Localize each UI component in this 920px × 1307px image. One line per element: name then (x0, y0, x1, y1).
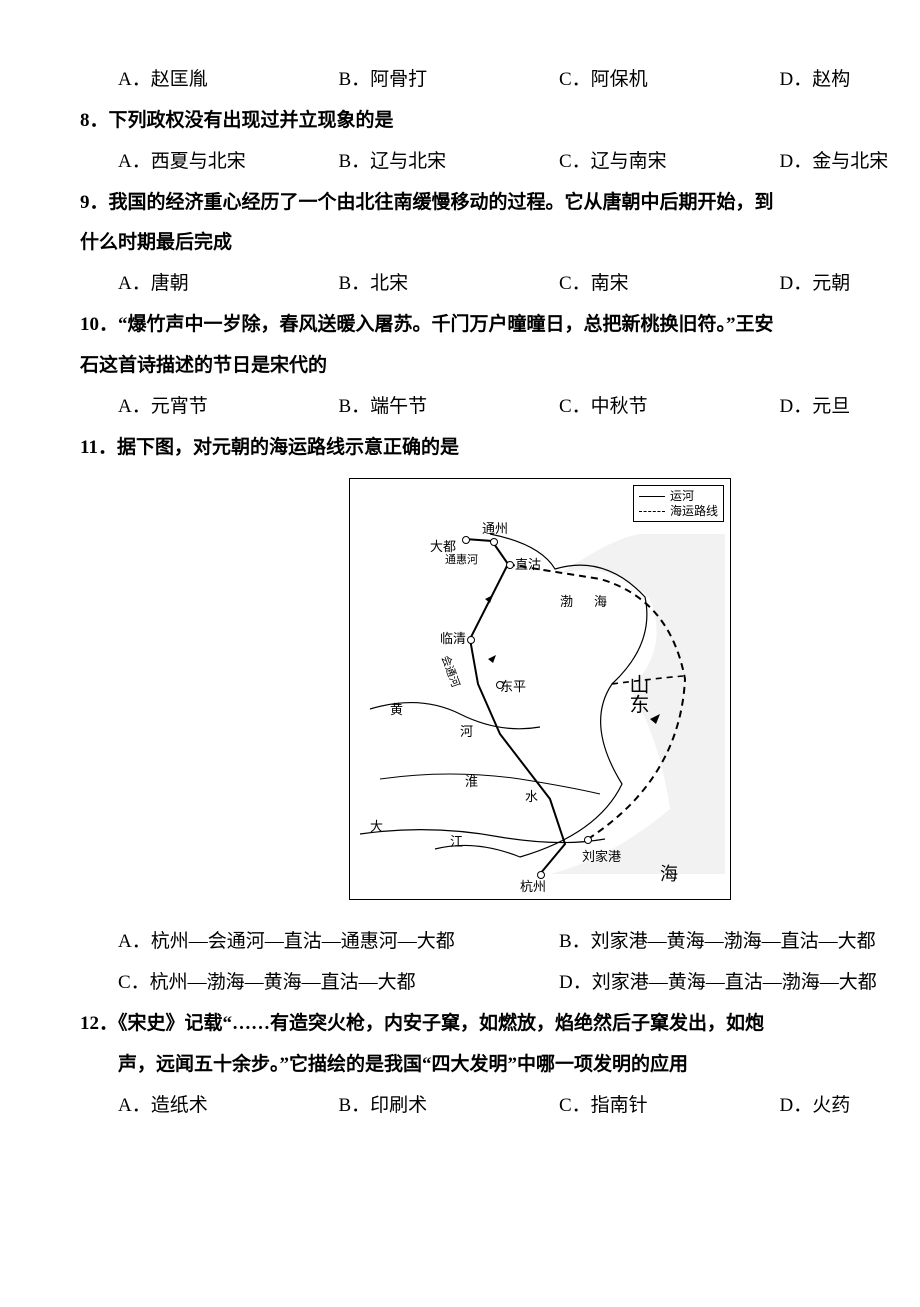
q8-choice-b[interactable]: B．辽与北宋 (339, 142, 560, 183)
label-shandong: 山东 (625, 674, 649, 714)
q8-choice-c[interactable]: C．辽与南宋 (559, 142, 780, 183)
label-hangzhou: 杭州 (520, 879, 546, 895)
q11-choice-d[interactable]: D．刘家港—黄海—直沽—渤海—大都 (559, 963, 920, 1004)
q9-choice-b[interactable]: B．北宋 (339, 264, 560, 305)
label-da: 大 (370, 819, 383, 835)
question-11: 11．据下图，对元朝的海运路线示意正确的是 运河 海运路线 (80, 428, 920, 1004)
q9-stem-line2: 什么时期最后完成 (80, 223, 920, 264)
q10-choice-b[interactable]: B．端午节 (339, 387, 560, 428)
label-bohai: 渤 海 (560, 594, 611, 610)
q9-choice-c[interactable]: C．南宋 (559, 264, 780, 305)
question-12: 12．《宋史》记载“……有造突火枪，内安子窠，如燃放，焰绝然后子窠发出，如炮 声… (80, 1004, 920, 1127)
q7-choice-d[interactable]: D．赵构 (780, 60, 920, 101)
q7-choice-b[interactable]: B．阿骨打 (339, 60, 560, 101)
map-figure: 运河 海运路线 (80, 478, 920, 916)
question-9: 9．我国的经济重心经历了一个由北往南缓慢移动的过程。它从唐朝中后期开始，到 什么… (80, 183, 920, 306)
q12-choice-c[interactable]: C．指南针 (559, 1086, 780, 1127)
label-shui: 水 (525, 789, 538, 805)
q7-choice-a[interactable]: A．赵匡胤 (118, 60, 339, 101)
q10-choice-a[interactable]: A．元宵节 (118, 387, 339, 428)
q10-choice-d[interactable]: D．元旦 (780, 387, 920, 428)
label-tongzhou: 通州 (482, 521, 508, 537)
map-svg (350, 479, 730, 899)
q12-choice-a[interactable]: A．造纸术 (118, 1086, 339, 1127)
question-10: 10．“爆竹声中一岁除，春风送暖入屠苏。千门万户曈曈日，总把新桃换旧符。”王安 … (80, 305, 920, 428)
q11-choice-a[interactable]: A．杭州—会通河—直沽—通惠河—大都 (118, 922, 559, 963)
q8-stem: 8．下列政权没有出现过并立现象的是 (80, 101, 920, 142)
q9-choice-d[interactable]: D．元朝 (780, 264, 920, 305)
q11-choice-c[interactable]: C．杭州—渤海—黄海—直沽—大都 (118, 963, 559, 1004)
q9-choice-a[interactable]: A．唐朝 (118, 264, 339, 305)
q11-choice-b[interactable]: B．刘家港—黄海—渤海—直沽—大都 (559, 922, 920, 963)
label-liujiagang: 刘家港 (582, 849, 621, 865)
q8-choice-d[interactable]: D．金与北宋 (780, 142, 920, 183)
label-huang: 黄 (390, 702, 403, 718)
label-jiang: 江 (450, 834, 463, 850)
q9-stem-line1: 9．我国的经济重心经历了一个由北往南缓慢移动的过程。它从唐朝中后期开始，到 (80, 183, 920, 224)
label-dongping: 东平 (500, 679, 526, 695)
q10-stem-line2: 石这首诗描述的节日是宋代的 (80, 346, 920, 387)
label-huai: 淮 (465, 774, 478, 790)
q12-choice-b[interactable]: B．印刷术 (339, 1086, 560, 1127)
label-tonghuihe: 通惠河 (445, 554, 478, 567)
q12-choice-d[interactable]: D．火药 (780, 1086, 920, 1127)
question-7-choices: A．赵匡胤 B．阿骨打 C．阿保机 D．赵构 (80, 60, 920, 101)
question-8: 8．下列政权没有出现过并立现象的是 A．西夏与北宋 B．辽与北宋 C．辽与南宋 … (80, 101, 920, 183)
label-zhigu: 直沽 (515, 557, 541, 573)
q10-choice-c[interactable]: C．中秋节 (559, 387, 780, 428)
label-he: 河 (460, 724, 473, 740)
label-hai: 海 (660, 864, 678, 886)
label-dadu: 大都 (430, 539, 456, 555)
q11-stem: 11．据下图，对元朝的海运路线示意正确的是 (80, 428, 920, 469)
q12-stem-line1: 12．《宋史》记载“……有造突火枪，内安子窠，如燃放，焰绝然后子窠发出，如炮 (80, 1004, 920, 1045)
q12-stem-line2: 声，远闻五十余步。”它描绘的是我国“四大发明”中哪一项发明的应用 (80, 1045, 920, 1086)
q8-choice-a[interactable]: A．西夏与北宋 (118, 142, 339, 183)
yuan-dynasty-map: 运河 海运路线 (349, 478, 731, 900)
q10-stem-line1: 10．“爆竹声中一岁除，春风送暖入屠苏。千门万户曈曈日，总把新桃换旧符。”王安 (80, 305, 920, 346)
label-linqing: 临清 (440, 631, 466, 647)
q7-choice-c[interactable]: C．阿保机 (559, 60, 780, 101)
